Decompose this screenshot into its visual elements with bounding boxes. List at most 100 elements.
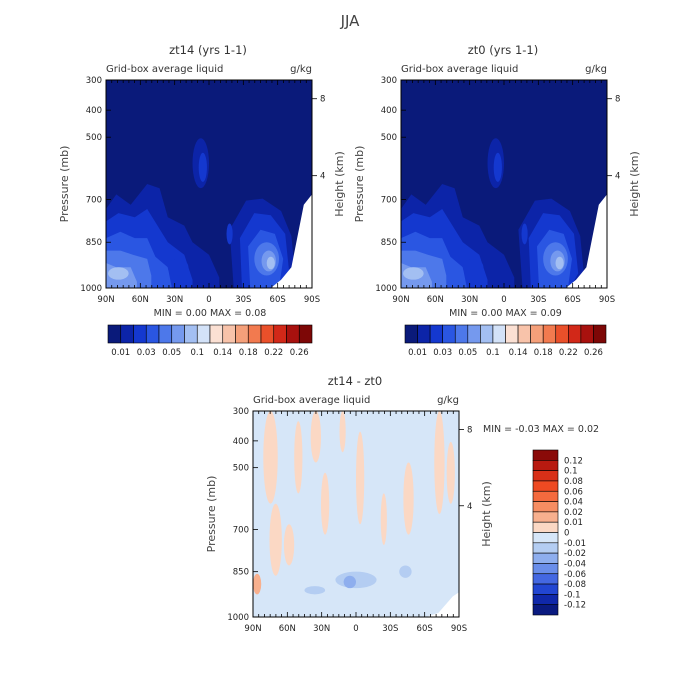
- colorbar-swatch: [442, 324, 456, 344]
- chart-subtitle: Grid-box average liquid: [253, 395, 370, 406]
- x-tick-label: 90N: [392, 295, 409, 305]
- y-axis-label: Pressure (mb): [58, 146, 71, 223]
- contour-blob: [167, 258, 189, 276]
- y-tick-label: 400: [381, 106, 397, 116]
- colorbar-label: 0.05: [458, 348, 477, 358]
- colorbar-swatch: [145, 324, 160, 344]
- contour-blob: [335, 571, 377, 589]
- contour-blob: [108, 267, 129, 280]
- colorbar-swatch: [222, 324, 236, 344]
- contour-blob: [493, 152, 502, 182]
- y-axis-label: Pressure (mb): [205, 476, 218, 553]
- contour-blob: [403, 267, 424, 280]
- contour-region: [426, 592, 459, 617]
- colorbar-swatch: [532, 563, 559, 575]
- colorbar-swatch: [171, 324, 185, 344]
- y-right-axis-label: Height (km): [628, 151, 641, 217]
- units-label: g/kg: [290, 64, 312, 75]
- contour-blob: [380, 493, 387, 545]
- colorbar-swatch: [555, 324, 569, 344]
- x-tick-label: 0: [206, 295, 211, 305]
- colorbar-swatch: [158, 324, 173, 344]
- colorbar-swatch: [532, 521, 559, 533]
- units-label: g/kg: [437, 395, 459, 406]
- colorbar-label: 0.1: [564, 467, 578, 477]
- contour-blob: [198, 152, 207, 182]
- colorbar-label: 0.08: [564, 477, 583, 487]
- contour-blob: [356, 431, 365, 525]
- colorbar-label: -0.01: [564, 539, 586, 549]
- colorbar-label: 0.01: [408, 348, 427, 358]
- x-tick-label: 30S: [235, 295, 251, 305]
- contour-blob: [269, 503, 282, 576]
- y-tick-label: 300: [381, 76, 397, 86]
- contour-blob: [304, 586, 326, 595]
- colorbar-swatch: [235, 324, 249, 344]
- colorbar-label: -0.1: [564, 590, 581, 600]
- chart-subtitle: Grid-box average liquid: [106, 64, 223, 75]
- y-right-tick-label: 8: [615, 95, 620, 105]
- colorbar-label: 0.04: [564, 498, 583, 508]
- heatmap-field: [106, 80, 312, 288]
- y-axis-label: Pressure (mb): [353, 146, 366, 223]
- x-tick-label: 60S: [417, 624, 433, 634]
- colorbar-swatch: [532, 511, 559, 523]
- contour-blob: [283, 524, 295, 566]
- colorbar-swatch: [532, 449, 559, 461]
- contour-blob: [310, 411, 321, 463]
- contour-blob: [320, 472, 330, 535]
- x-tick-label: 90S: [451, 624, 467, 634]
- x-tick-label: 0: [501, 295, 506, 305]
- colorbar-swatch: [492, 324, 506, 344]
- y-tick-label: 1000: [227, 613, 249, 623]
- stats-text: MIN = 0.00 MAX = 0.08: [154, 308, 267, 319]
- contour-blob: [521, 223, 528, 245]
- y-right-tick-label: 4: [320, 172, 325, 182]
- colorbar-swatch: [532, 552, 559, 564]
- contour-region: [565, 194, 607, 288]
- chart-panel-zt14: 90N 60N 30N 0 30S 60S 90S 300 400 500 700 850 1000 8 4…: [58, 43, 346, 358]
- colorbar-label: -0.12: [564, 601, 586, 611]
- colorbar-swatch: [542, 324, 557, 344]
- contour-blob: [434, 411, 445, 514]
- x-tick-label: 90N: [244, 624, 261, 634]
- contour-region: [270, 194, 312, 288]
- colorbar-swatch: [532, 480, 559, 492]
- chart-subtitle: Grid-box average liquid: [401, 64, 518, 75]
- contour-blob: [403, 462, 414, 535]
- stats-text: MIN = -0.03 MAX = 0.02: [483, 424, 599, 435]
- colorbar-label: 0.1: [486, 348, 500, 358]
- colorbar-swatch: [286, 324, 300, 344]
- contour-blob: [266, 256, 275, 270]
- y-tick-label: 1000: [375, 284, 397, 294]
- x-tick-label: 90S: [599, 295, 615, 305]
- y-tick-label: 400: [233, 437, 249, 447]
- colorbar-swatch: [505, 324, 519, 344]
- y-right-axis-label: Height (km): [333, 151, 346, 217]
- colorbar-label: 0.02: [564, 508, 583, 518]
- colorbar-swatch: [532, 501, 559, 513]
- y-tick-label: 850: [86, 238, 102, 248]
- colorbar-swatch: [133, 324, 147, 344]
- colorbar-swatch: [260, 324, 275, 344]
- contour-blob: [343, 575, 356, 589]
- y-right-tick-label: 8: [467, 426, 472, 436]
- colorbar-swatch: [580, 324, 594, 344]
- colorbar-label: -0.08: [564, 580, 586, 590]
- colorbar-swatch: [532, 532, 559, 544]
- y-tick-label: 500: [86, 133, 102, 143]
- colorbar-swatch: [429, 324, 443, 344]
- y-right-axis-label: Height (km): [480, 481, 493, 547]
- colorbar-swatch: [417, 324, 431, 344]
- chart-title: zt14 (yrs 1-1): [169, 43, 247, 57]
- colorbar-label: 0.22: [559, 348, 578, 358]
- colorbar-label: 0.14: [509, 348, 528, 358]
- chart-panel-difference: 90N 60N 30N 0 30S 60S 90S 300 400 500 700 850 1000 8 4…: [205, 374, 599, 634]
- colorbar-swatch: [530, 324, 544, 344]
- colorbar-swatch: [273, 324, 287, 344]
- colorbar-label: 0.18: [239, 348, 258, 358]
- contour-blob: [399, 565, 412, 578]
- contour-blob: [226, 223, 233, 245]
- y-tick-label: 500: [233, 464, 249, 474]
